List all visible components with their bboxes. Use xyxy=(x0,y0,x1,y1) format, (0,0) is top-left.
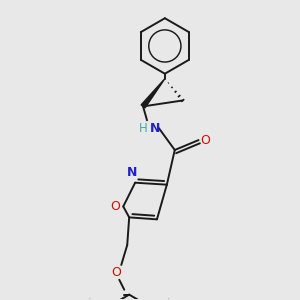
Text: H: H xyxy=(139,122,147,135)
Text: O: O xyxy=(110,200,120,213)
Text: N: N xyxy=(127,166,137,179)
Text: O: O xyxy=(200,134,210,147)
Polygon shape xyxy=(141,79,165,108)
Text: N: N xyxy=(150,122,160,135)
Text: O: O xyxy=(111,266,121,279)
